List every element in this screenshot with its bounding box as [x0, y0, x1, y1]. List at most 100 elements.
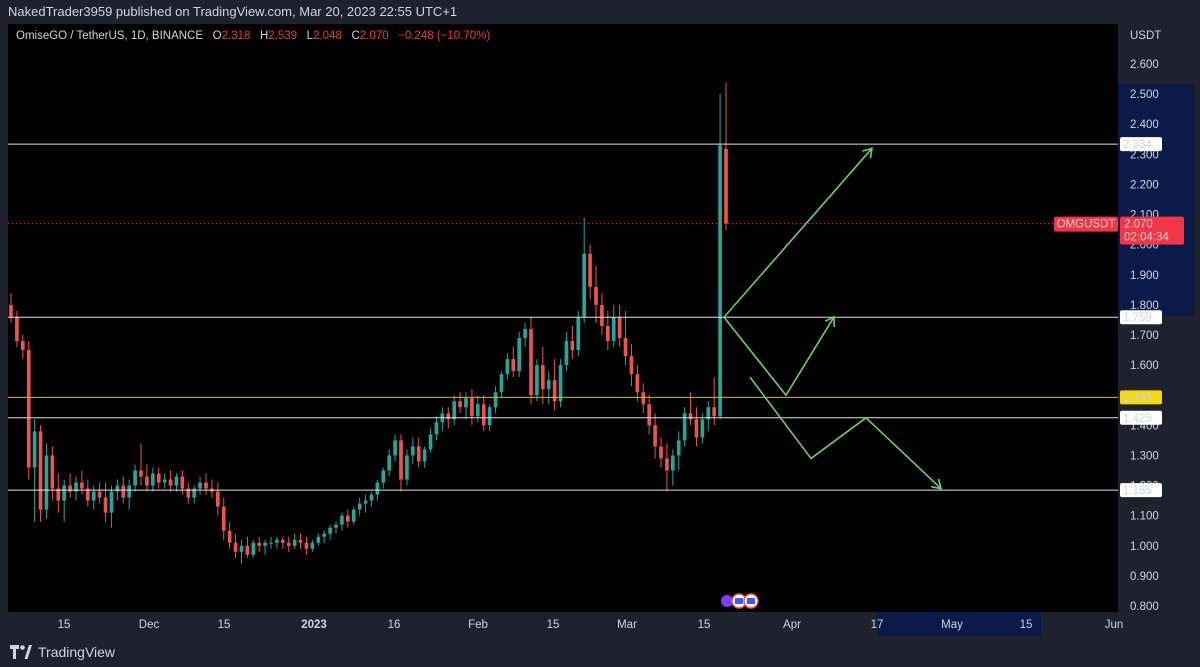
candle — [68, 485, 72, 492]
candle — [9, 304, 13, 317]
candle — [15, 316, 19, 342]
published-line: NakedTrader3959 published on TradingView… — [8, 4, 458, 19]
legend-high-label: H — [259, 30, 269, 42]
candle — [659, 446, 663, 459]
candle — [121, 485, 126, 498]
candle — [74, 482, 78, 492]
projection-arrow-bounce[interactable] — [723, 316, 835, 397]
candle — [186, 488, 191, 498]
candle — [416, 446, 421, 462]
projection-arrow-down[interactable] — [749, 376, 942, 490]
candle — [62, 485, 67, 501]
candle — [564, 341, 569, 366]
tradingview-brand: TradingView — [38, 644, 116, 660]
x-tick-label: 15 — [547, 619, 560, 631]
candle — [676, 440, 681, 456]
candle — [588, 253, 592, 287]
x-tick-label: 15 — [58, 619, 71, 631]
candle — [706, 407, 711, 420]
flag-stripe — [747, 598, 755, 604]
candle — [38, 431, 43, 510]
candle — [109, 491, 114, 513]
candle — [635, 374, 640, 393]
y-tick-label: 2.500 — [1130, 89, 1159, 101]
candle — [682, 413, 687, 441]
candle — [340, 515, 344, 525]
level-price-label: 1.759 — [1123, 312, 1152, 324]
candle — [204, 482, 208, 489]
candle — [280, 539, 285, 543]
candle — [600, 304, 604, 326]
y-tick-label: 2.600 — [1130, 59, 1159, 71]
candle — [517, 338, 522, 372]
candle — [405, 455, 409, 480]
candle — [227, 530, 232, 543]
candle — [375, 482, 380, 495]
candle — [115, 485, 120, 492]
arrow-head-icon — [862, 147, 873, 159]
candle — [269, 542, 273, 544]
price-chart[interactable]: USDT2.6002.5002.4002.3002.2002.1002.0001… — [8, 24, 1194, 636]
candle — [133, 470, 137, 486]
candle — [546, 380, 551, 390]
candle — [540, 365, 545, 390]
candle — [50, 455, 55, 489]
candle — [32, 431, 37, 468]
legend-low-label: L — [306, 30, 314, 42]
candle — [387, 455, 392, 471]
x-tick-label: Dec — [139, 619, 160, 631]
candle — [464, 398, 468, 408]
symbol-tag — [1054, 216, 1118, 232]
candle — [505, 359, 510, 375]
candle — [487, 407, 492, 426]
candle — [357, 503, 362, 510]
candle — [617, 316, 622, 339]
candle — [80, 482, 84, 489]
y-tick-label: 1.000 — [1130, 541, 1159, 553]
candle — [298, 539, 303, 543]
x-tick-label: 15 — [1020, 619, 1033, 631]
legend-close-value: 2.070 — [359, 30, 389, 42]
tradingview-logo[interactable]: TradingView — [10, 644, 115, 660]
y-tick-label: 1.700 — [1130, 330, 1159, 342]
candle — [570, 341, 575, 351]
ohlc-legend: OmiseGO / TetherUS, 1D, BINANCE O2.318 H… — [16, 30, 490, 42]
flag-stripe — [735, 598, 743, 604]
legend-close-label: C — [351, 30, 360, 42]
y-tick-label: 2.400 — [1130, 119, 1159, 131]
level-price-tag — [1120, 310, 1162, 325]
candle — [369, 494, 374, 501]
candle — [623, 338, 628, 357]
candle — [493, 392, 498, 408]
candle — [221, 506, 226, 531]
candle — [393, 440, 397, 456]
candle — [641, 392, 646, 405]
candle — [192, 488, 197, 498]
price-axis-highlight — [1118, 84, 1194, 316]
candle — [422, 449, 427, 462]
y-tick-label: 0.900 — [1130, 571, 1159, 583]
candle — [576, 316, 581, 351]
arrow-head-icon — [931, 478, 943, 490]
level-price-tag — [1120, 410, 1162, 425]
candle — [150, 473, 155, 486]
candle — [85, 488, 90, 501]
projection-arrow-up[interactable] — [723, 147, 873, 318]
currency-label: USDT — [1130, 30, 1161, 42]
candle — [363, 500, 368, 504]
candle — [257, 542, 262, 546]
candle — [180, 476, 185, 489]
candle — [700, 419, 705, 438]
candle — [239, 545, 244, 552]
candle — [198, 482, 202, 489]
x-tick-label: Jun — [1105, 619, 1124, 631]
candle — [351, 509, 356, 522]
level-price-tag — [1120, 390, 1162, 405]
candle — [168, 479, 173, 486]
candle — [304, 542, 309, 549]
candle — [529, 328, 533, 396]
y-tick-label: 1.300 — [1130, 450, 1159, 462]
event-flash-icon[interactable] — [721, 595, 733, 607]
candle — [127, 485, 132, 498]
chart-frame[interactable]: USDT 2.600 2.500 2.400 2.300 2.200 2.100 2.000 1… — [8, 24, 1194, 636]
